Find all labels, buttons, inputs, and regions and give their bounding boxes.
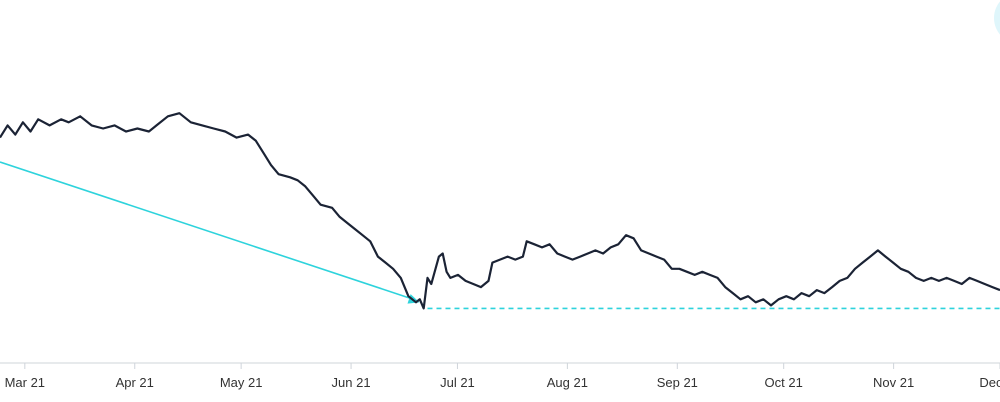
price-series [0,112,1000,310]
x-tick-label: Oct 21 [765,375,803,390]
trend-annotation [0,161,1000,310]
x-tick-label: Dec 21 [979,375,1000,390]
x-tick-label: Nov 21 [873,375,914,390]
x-tick-label: Jun 21 [332,375,371,390]
x-tick-label: Sep 21 [657,375,698,390]
x-tick-label: Mar 21 [5,375,45,390]
x-tick-label: Apr 21 [116,375,154,390]
x-tick-label: May 21 [220,375,263,390]
badge-circle-icon[interactable] [994,0,1000,44]
x-tick-label: Jul 21 [440,375,475,390]
trend-arrow-line [0,161,414,301]
price-line [0,112,1000,310]
x-tick-label: Aug 21 [547,375,588,390]
x-axis-ticks: Mar 21 Apr 21 May 21 Jun 21 Jul 21 Aug 21 Sep … [5,363,1000,390]
